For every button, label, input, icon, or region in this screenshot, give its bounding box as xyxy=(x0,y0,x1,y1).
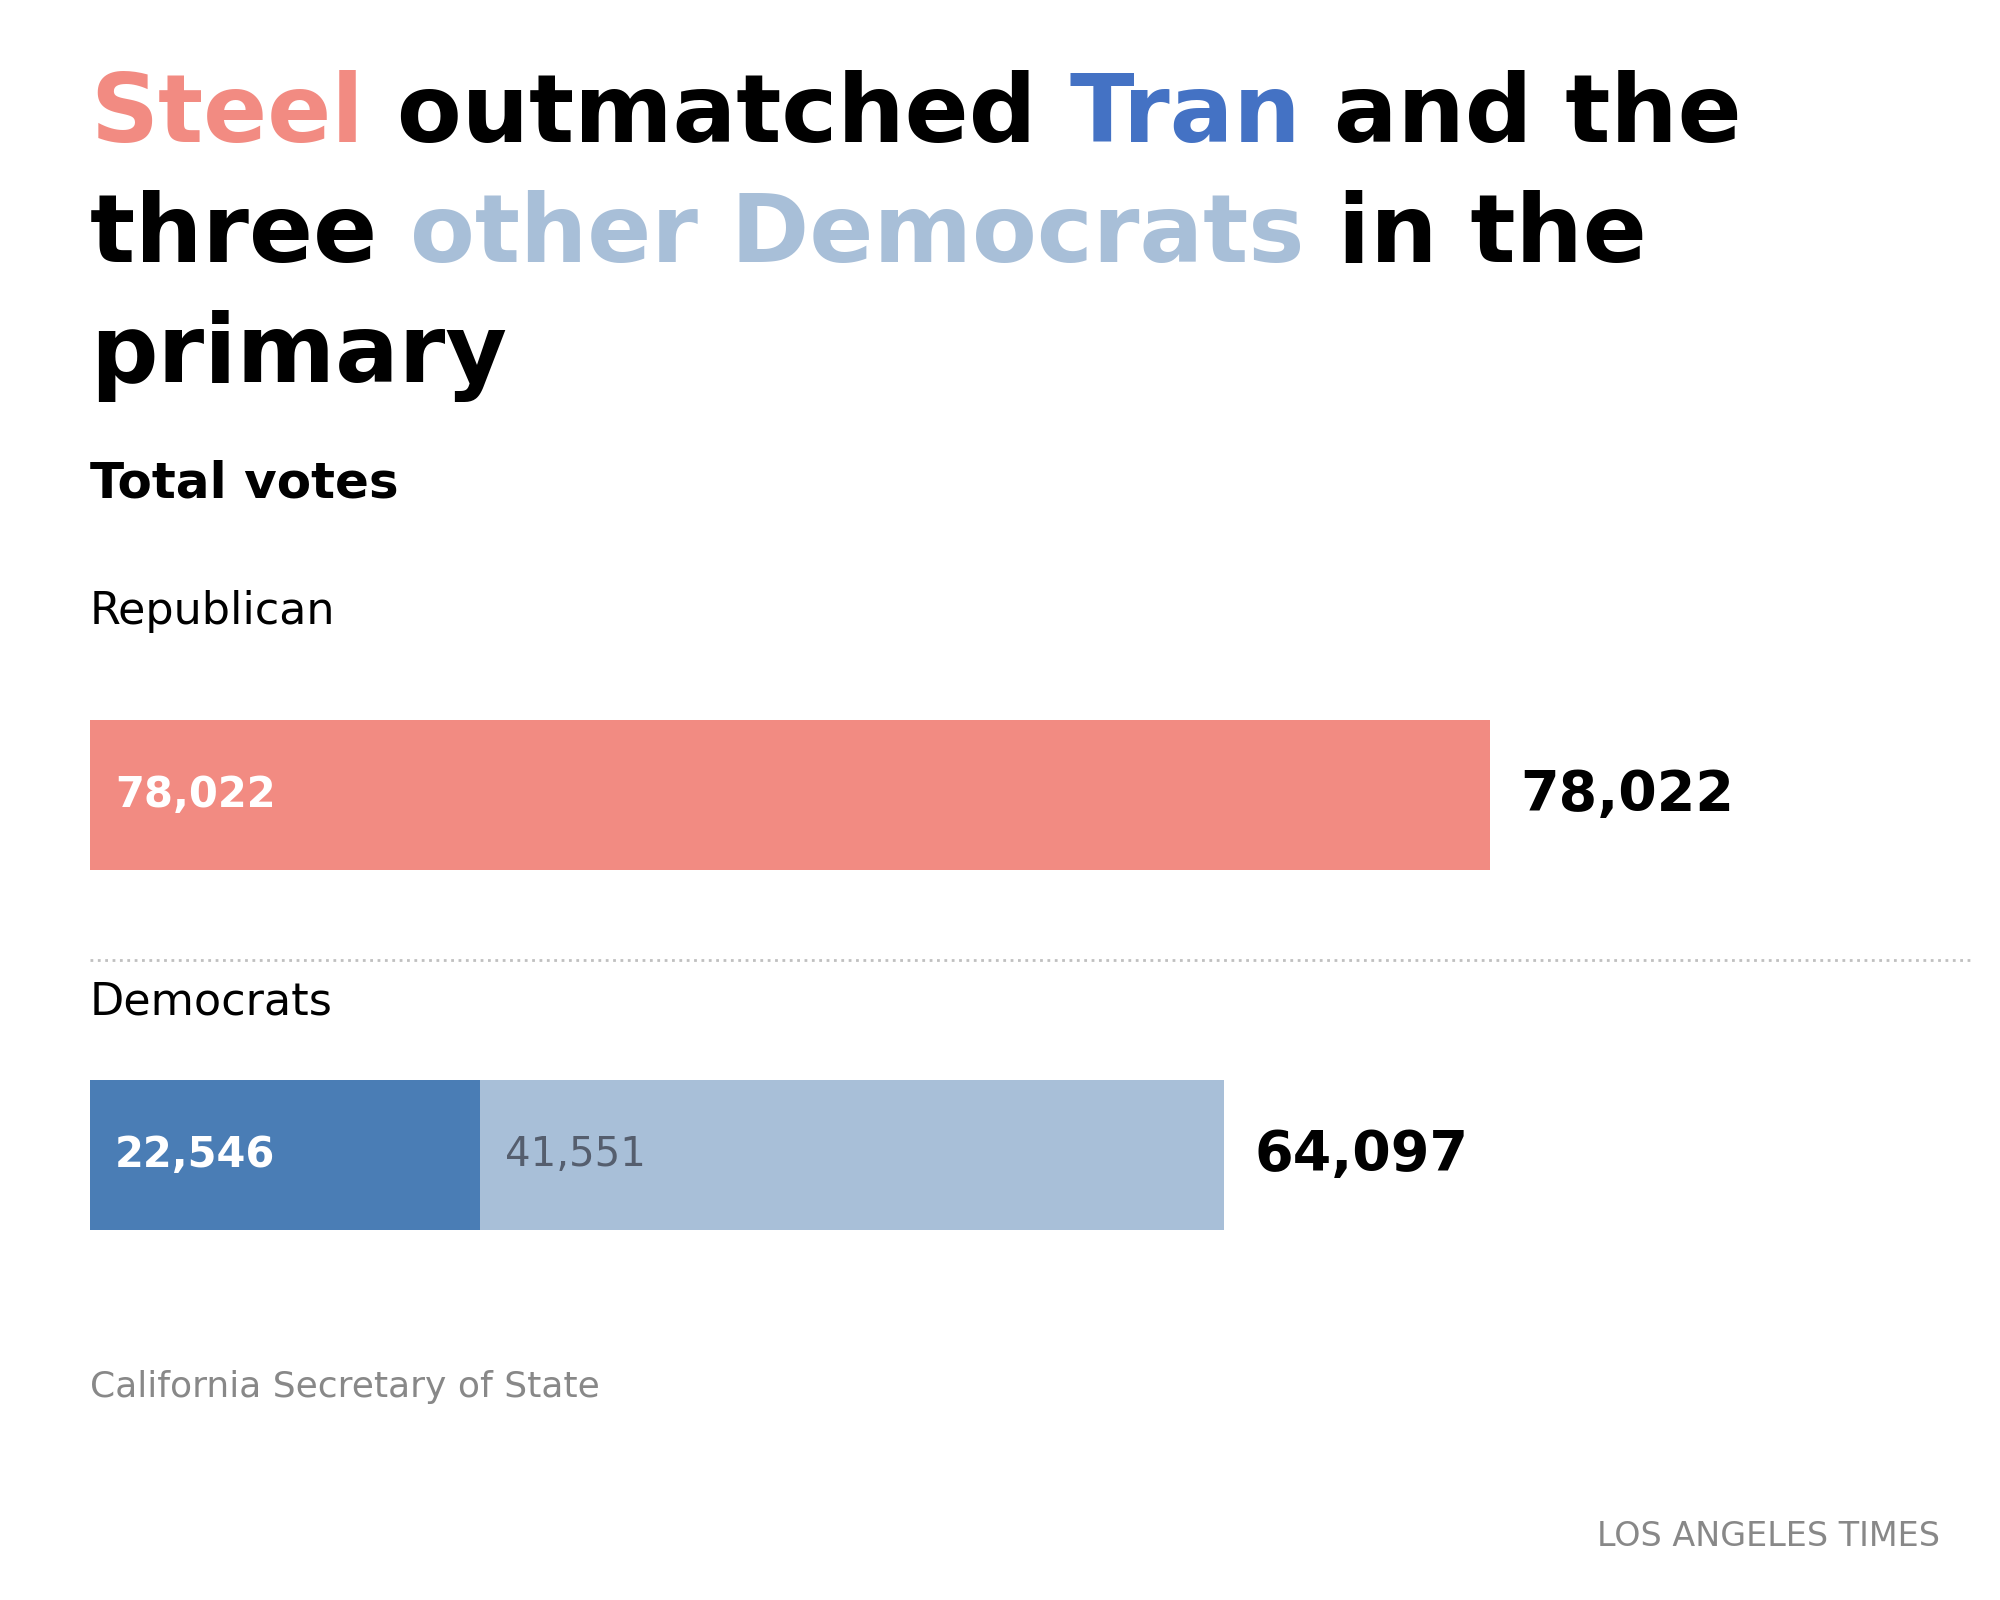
Text: Tran: Tran xyxy=(1068,70,1300,162)
Text: Total votes: Total votes xyxy=(90,461,398,509)
Text: in the: in the xyxy=(1304,190,1646,282)
Text: 22,546: 22,546 xyxy=(116,1134,276,1176)
Text: 78,022: 78,022 xyxy=(1520,768,1734,822)
Text: 64,097: 64,097 xyxy=(1254,1128,1468,1182)
Text: three: three xyxy=(90,190,410,282)
Text: outmatched: outmatched xyxy=(364,70,1068,162)
Text: other Democrats: other Democrats xyxy=(410,190,1304,282)
Text: and the: and the xyxy=(1300,70,1742,162)
Text: 78,022: 78,022 xyxy=(116,774,276,816)
Text: Democrats: Democrats xyxy=(90,979,332,1022)
Text: primary: primary xyxy=(90,310,508,402)
Text: Steel: Steel xyxy=(90,70,364,162)
Text: LOS ANGELES TIMES: LOS ANGELES TIMES xyxy=(1596,1520,1940,1554)
Text: California Secretary of State: California Secretary of State xyxy=(90,1370,600,1405)
Text: Republican: Republican xyxy=(90,590,336,634)
Text: 41,551: 41,551 xyxy=(504,1134,646,1174)
